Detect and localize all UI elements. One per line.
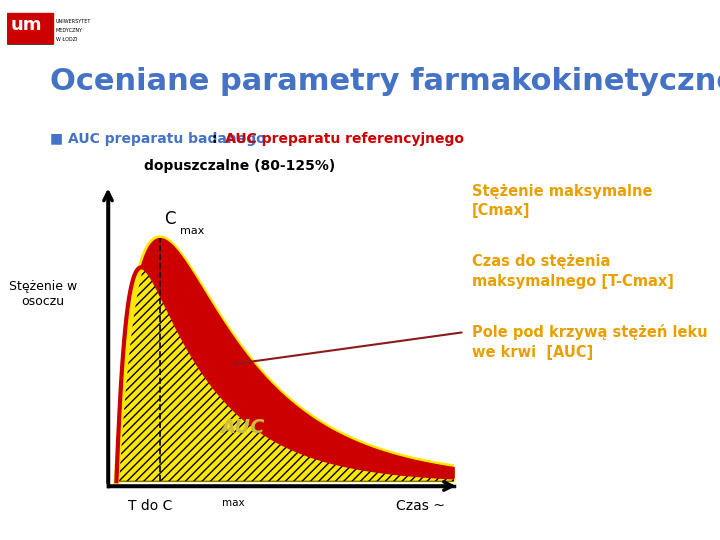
Text: C: C <box>164 211 176 228</box>
Text: Czas do stężenia
maksymalnego [T-Cmax]: Czas do stężenia maksymalnego [T-Cmax] <box>472 254 673 288</box>
Text: :: : <box>212 132 222 146</box>
Text: max: max <box>180 226 204 235</box>
Text: dopuszczalne (80-125%): dopuszczalne (80-125%) <box>144 159 336 173</box>
Text: UNIWERSYTET: UNIWERSYTET <box>55 19 91 24</box>
Text: um: um <box>10 16 42 33</box>
Text: Stężenie w
osoczu: Stężenie w osoczu <box>9 280 77 308</box>
Bar <box>7 14 53 43</box>
Text: AUC preparatu referencyjnego: AUC preparatu referencyjnego <box>225 132 464 146</box>
Text: ■ AUC preparatu badanego: ■ AUC preparatu badanego <box>50 132 271 146</box>
Text: max: max <box>222 498 244 508</box>
Text: Pole pod krzywą stężeń leku
we krwi  [AUC]: Pole pod krzywą stężeń leku we krwi [AUC… <box>472 324 707 360</box>
Text: Stężenie maksymalne
[Cmax]: Stężenie maksymalne [Cmax] <box>472 184 652 218</box>
Text: W ŁODZI: W ŁODZI <box>55 37 77 42</box>
Text: Oceniane parametry farmakokinetyczne: Oceniane parametry farmakokinetyczne <box>50 68 720 97</box>
Text: AUC: AUC <box>221 418 265 437</box>
Text: Czas ~: Czas ~ <box>396 500 445 514</box>
Text: MEDYCZNY: MEDYCZNY <box>55 28 83 33</box>
Text: T do C: T do C <box>128 500 173 514</box>
